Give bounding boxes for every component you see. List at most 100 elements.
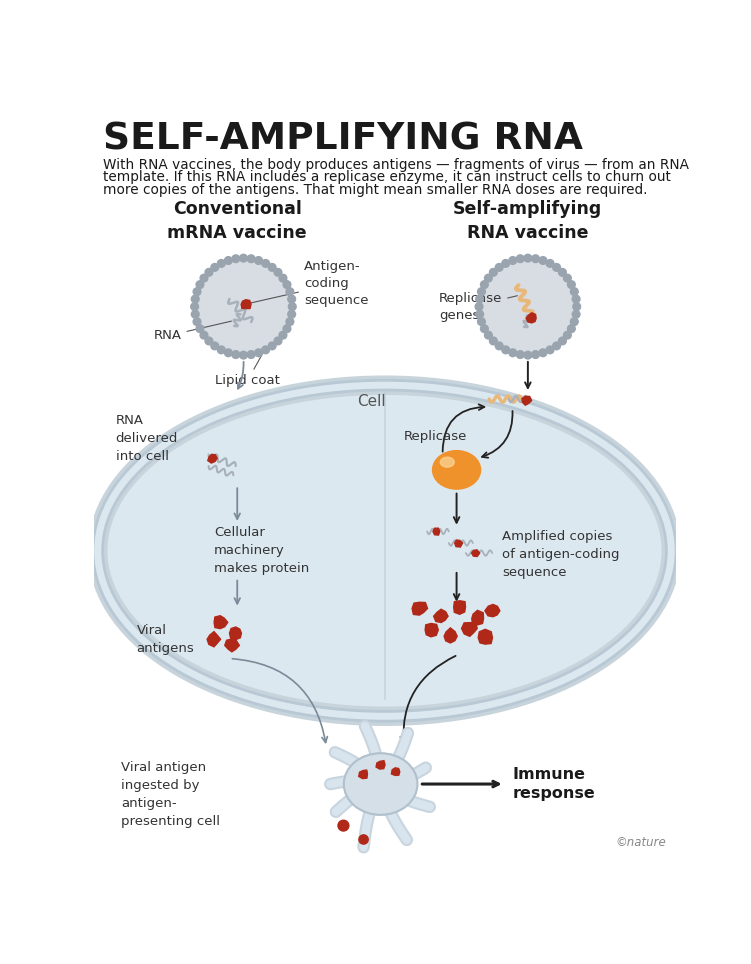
- Circle shape: [481, 325, 488, 333]
- Text: template. If this RNA includes a replicase enzyme, it can instruct cells to chur: template. If this RNA includes a replica…: [103, 171, 671, 184]
- Circle shape: [571, 318, 578, 326]
- Circle shape: [247, 254, 255, 262]
- Text: ©nature: ©nature: [615, 836, 666, 848]
- Text: Immune
response: Immune response: [512, 767, 595, 801]
- Text: Viral
antigens: Viral antigens: [137, 624, 195, 655]
- Circle shape: [283, 325, 291, 333]
- Polygon shape: [359, 770, 367, 779]
- Circle shape: [359, 835, 368, 844]
- Ellipse shape: [98, 386, 671, 716]
- Ellipse shape: [344, 753, 418, 815]
- Text: Viral antigen
ingested by
antigen-
presenting cell: Viral antigen ingested by antigen- prese…: [121, 761, 220, 828]
- Circle shape: [484, 275, 492, 282]
- Circle shape: [553, 263, 560, 271]
- Circle shape: [192, 295, 199, 303]
- Polygon shape: [433, 609, 448, 623]
- Text: Replicase
genes: Replicase genes: [439, 292, 517, 322]
- Circle shape: [524, 351, 532, 359]
- Circle shape: [200, 332, 208, 339]
- Circle shape: [262, 259, 270, 267]
- Circle shape: [509, 256, 517, 264]
- Circle shape: [532, 351, 539, 359]
- Circle shape: [200, 275, 208, 282]
- Polygon shape: [241, 300, 251, 308]
- Circle shape: [475, 303, 483, 310]
- Circle shape: [268, 342, 276, 350]
- Circle shape: [559, 337, 566, 345]
- Circle shape: [490, 337, 497, 345]
- Circle shape: [279, 275, 287, 282]
- Circle shape: [502, 259, 510, 267]
- Circle shape: [517, 254, 524, 262]
- Circle shape: [196, 325, 204, 333]
- Circle shape: [286, 288, 294, 296]
- Polygon shape: [472, 610, 484, 625]
- Polygon shape: [207, 631, 221, 647]
- Circle shape: [480, 259, 576, 355]
- Circle shape: [274, 269, 282, 277]
- Circle shape: [274, 337, 282, 345]
- Polygon shape: [462, 623, 477, 636]
- Circle shape: [217, 346, 225, 354]
- Circle shape: [262, 346, 270, 354]
- Text: SELF-AMPLIFYING RNA: SELF-AMPLIFYING RNA: [103, 121, 583, 158]
- Polygon shape: [376, 761, 385, 769]
- Circle shape: [476, 310, 484, 318]
- Circle shape: [195, 259, 291, 355]
- Circle shape: [484, 332, 492, 339]
- Circle shape: [509, 349, 517, 357]
- Circle shape: [255, 349, 262, 357]
- Polygon shape: [444, 628, 457, 643]
- Text: Cell: Cell: [357, 394, 386, 410]
- Circle shape: [279, 332, 287, 339]
- Text: RNA
delivered
into cell: RNA delivered into cell: [116, 415, 178, 464]
- Text: Amplified copies
of antigen-coding
sequence: Amplified copies of antigen-coding seque…: [502, 530, 620, 579]
- Circle shape: [232, 351, 240, 359]
- Circle shape: [571, 288, 578, 296]
- Circle shape: [572, 310, 580, 318]
- Circle shape: [517, 351, 524, 359]
- Circle shape: [268, 263, 276, 271]
- Circle shape: [193, 318, 201, 326]
- Text: RNA: RNA: [153, 321, 231, 342]
- Circle shape: [573, 303, 581, 310]
- Circle shape: [283, 281, 291, 288]
- Text: With RNA vaccines, the body produces antigens — fragments of virus — from an RNA: With RNA vaccines, the body produces ant…: [103, 158, 689, 172]
- Circle shape: [225, 349, 232, 357]
- Polygon shape: [522, 396, 532, 405]
- Circle shape: [568, 281, 575, 288]
- Text: Cellular
machinery
makes protein: Cellular machinery makes protein: [214, 526, 309, 576]
- Circle shape: [255, 256, 262, 264]
- Circle shape: [288, 295, 296, 303]
- Circle shape: [191, 303, 198, 310]
- Polygon shape: [208, 454, 217, 463]
- Circle shape: [240, 254, 247, 262]
- Circle shape: [572, 295, 580, 303]
- Polygon shape: [214, 616, 228, 629]
- Polygon shape: [472, 549, 480, 556]
- Polygon shape: [478, 629, 493, 644]
- Ellipse shape: [433, 450, 481, 489]
- Polygon shape: [454, 540, 463, 547]
- Circle shape: [539, 349, 547, 357]
- Circle shape: [476, 295, 484, 303]
- Polygon shape: [391, 767, 400, 775]
- Circle shape: [288, 303, 296, 310]
- Circle shape: [478, 288, 485, 296]
- Circle shape: [240, 351, 247, 359]
- Circle shape: [490, 269, 497, 277]
- Circle shape: [338, 820, 349, 831]
- Circle shape: [546, 346, 554, 354]
- Circle shape: [196, 281, 204, 288]
- Circle shape: [502, 346, 510, 354]
- Circle shape: [193, 288, 201, 296]
- Circle shape: [532, 254, 539, 262]
- Polygon shape: [454, 601, 466, 614]
- Circle shape: [217, 259, 225, 267]
- Circle shape: [286, 318, 294, 326]
- Polygon shape: [526, 312, 536, 323]
- Text: Lipid coat: Lipid coat: [215, 352, 280, 388]
- Circle shape: [288, 310, 296, 318]
- Circle shape: [553, 342, 560, 350]
- Circle shape: [247, 351, 255, 359]
